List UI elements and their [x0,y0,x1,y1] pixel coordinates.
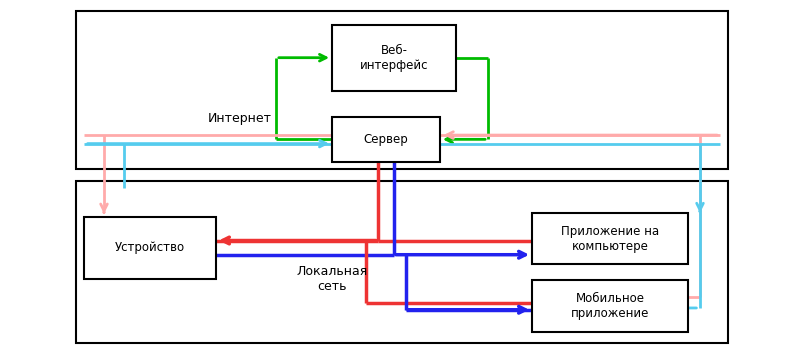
Text: Интернет: Интернет [208,113,272,125]
Text: Устройство: Устройство [115,241,185,254]
FancyBboxPatch shape [332,117,440,162]
FancyBboxPatch shape [84,217,216,279]
FancyBboxPatch shape [76,181,728,343]
FancyBboxPatch shape [532,280,688,332]
FancyBboxPatch shape [532,213,688,264]
Text: Мобильное
приложение: Мобильное приложение [571,292,649,320]
Text: Приложение на
компьютере: Приложение на компьютере [561,225,659,253]
Text: Сервер: Сервер [364,133,408,146]
Text: Локальная
сеть: Локальная сеть [296,265,368,293]
Text: Веб-
интерфейс: Веб- интерфейс [360,44,428,72]
FancyBboxPatch shape [332,25,456,91]
FancyBboxPatch shape [76,11,728,169]
